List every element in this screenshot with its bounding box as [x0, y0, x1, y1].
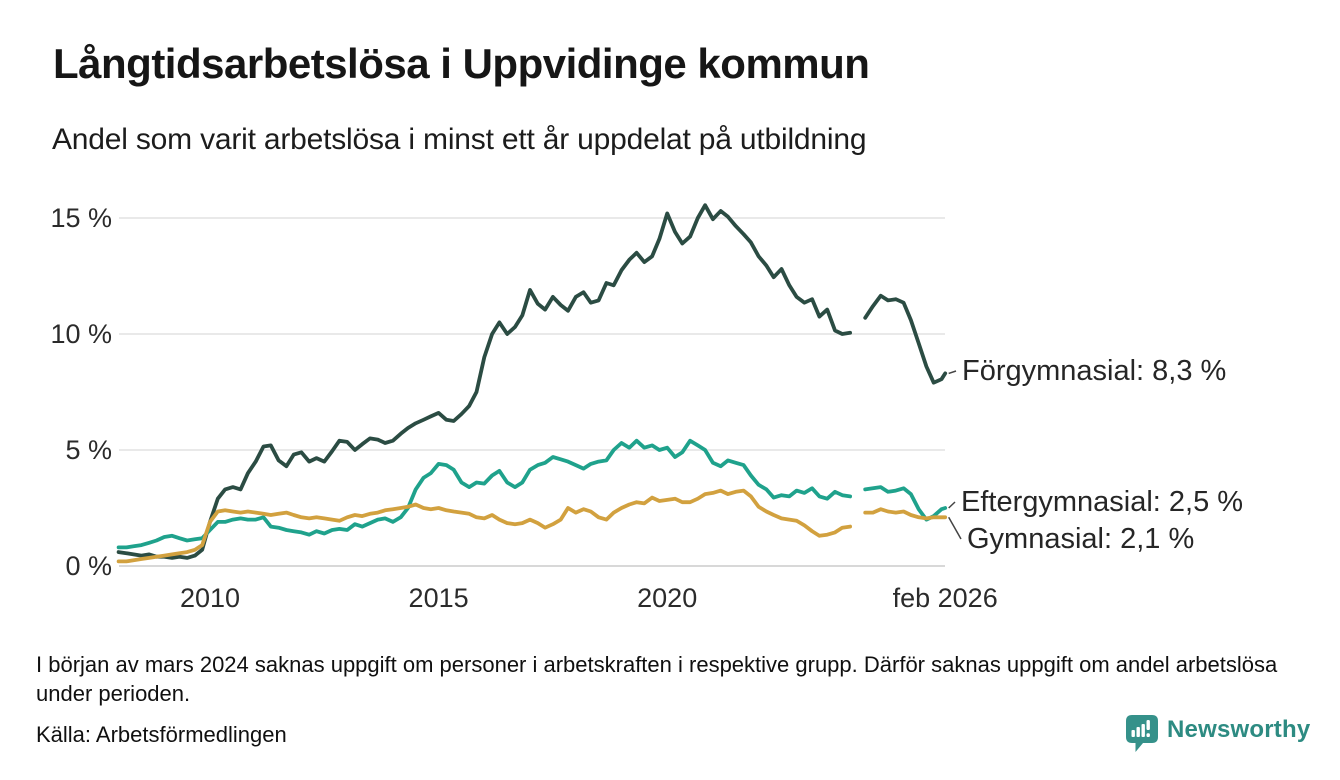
- series-line-gymnasial: [116, 488, 948, 564]
- series-end-label-eftergymnasial: Eftergymnasial: 2,5 %: [961, 486, 1244, 518]
- x-axis-tick-label-2015: 2015: [408, 583, 469, 613]
- newsworthy-logo: Newsworthy: [1126, 714, 1310, 754]
- chart-subtitle: Andel som varit arbetslösa i minst ett å…: [52, 123, 867, 156]
- x-axis-tick-label-2020: 2020: [637, 583, 698, 613]
- label-leader-line-eftergymnasial: [948, 501, 956, 509]
- x-axis-tick-label-feb-2026: feb 2026: [892, 583, 998, 613]
- series-end-label-forgymnasial: Förgymnasial: 8,3 %: [962, 355, 1227, 387]
- x-axis-tick-label-2010: 2010: [179, 583, 241, 613]
- series-line-förgymnasial: [116, 203, 948, 560]
- source-credit: Källa: Arbetsförmedlingen: [36, 722, 287, 747]
- series-line-eftergymnasial: [116, 438, 948, 550]
- series-end-label-gymnasial: Gymnasial: 2,1 %: [967, 523, 1195, 555]
- chart-title: Långtidsarbetslösa i Uppvidinge kommun: [53, 40, 870, 87]
- newsworthy-icon: [1126, 715, 1158, 752]
- y-axis-tick-label-0: 0 %: [65, 551, 112, 581]
- label-leader-line-förgymnasial: [948, 370, 957, 375]
- y-axis-tick-label-10: 10 %: [50, 319, 112, 349]
- y-axis-tick-label-15: 15 %: [50, 203, 112, 233]
- label-leader-line-gymnasial: [948, 516, 962, 540]
- footnote: I början av mars 2024 saknas uppgift om …: [36, 652, 1278, 706]
- y-axis-tick-label-5: 5 %: [65, 435, 112, 465]
- newsworthy-wordmark: Newsworthy: [1167, 716, 1311, 743]
